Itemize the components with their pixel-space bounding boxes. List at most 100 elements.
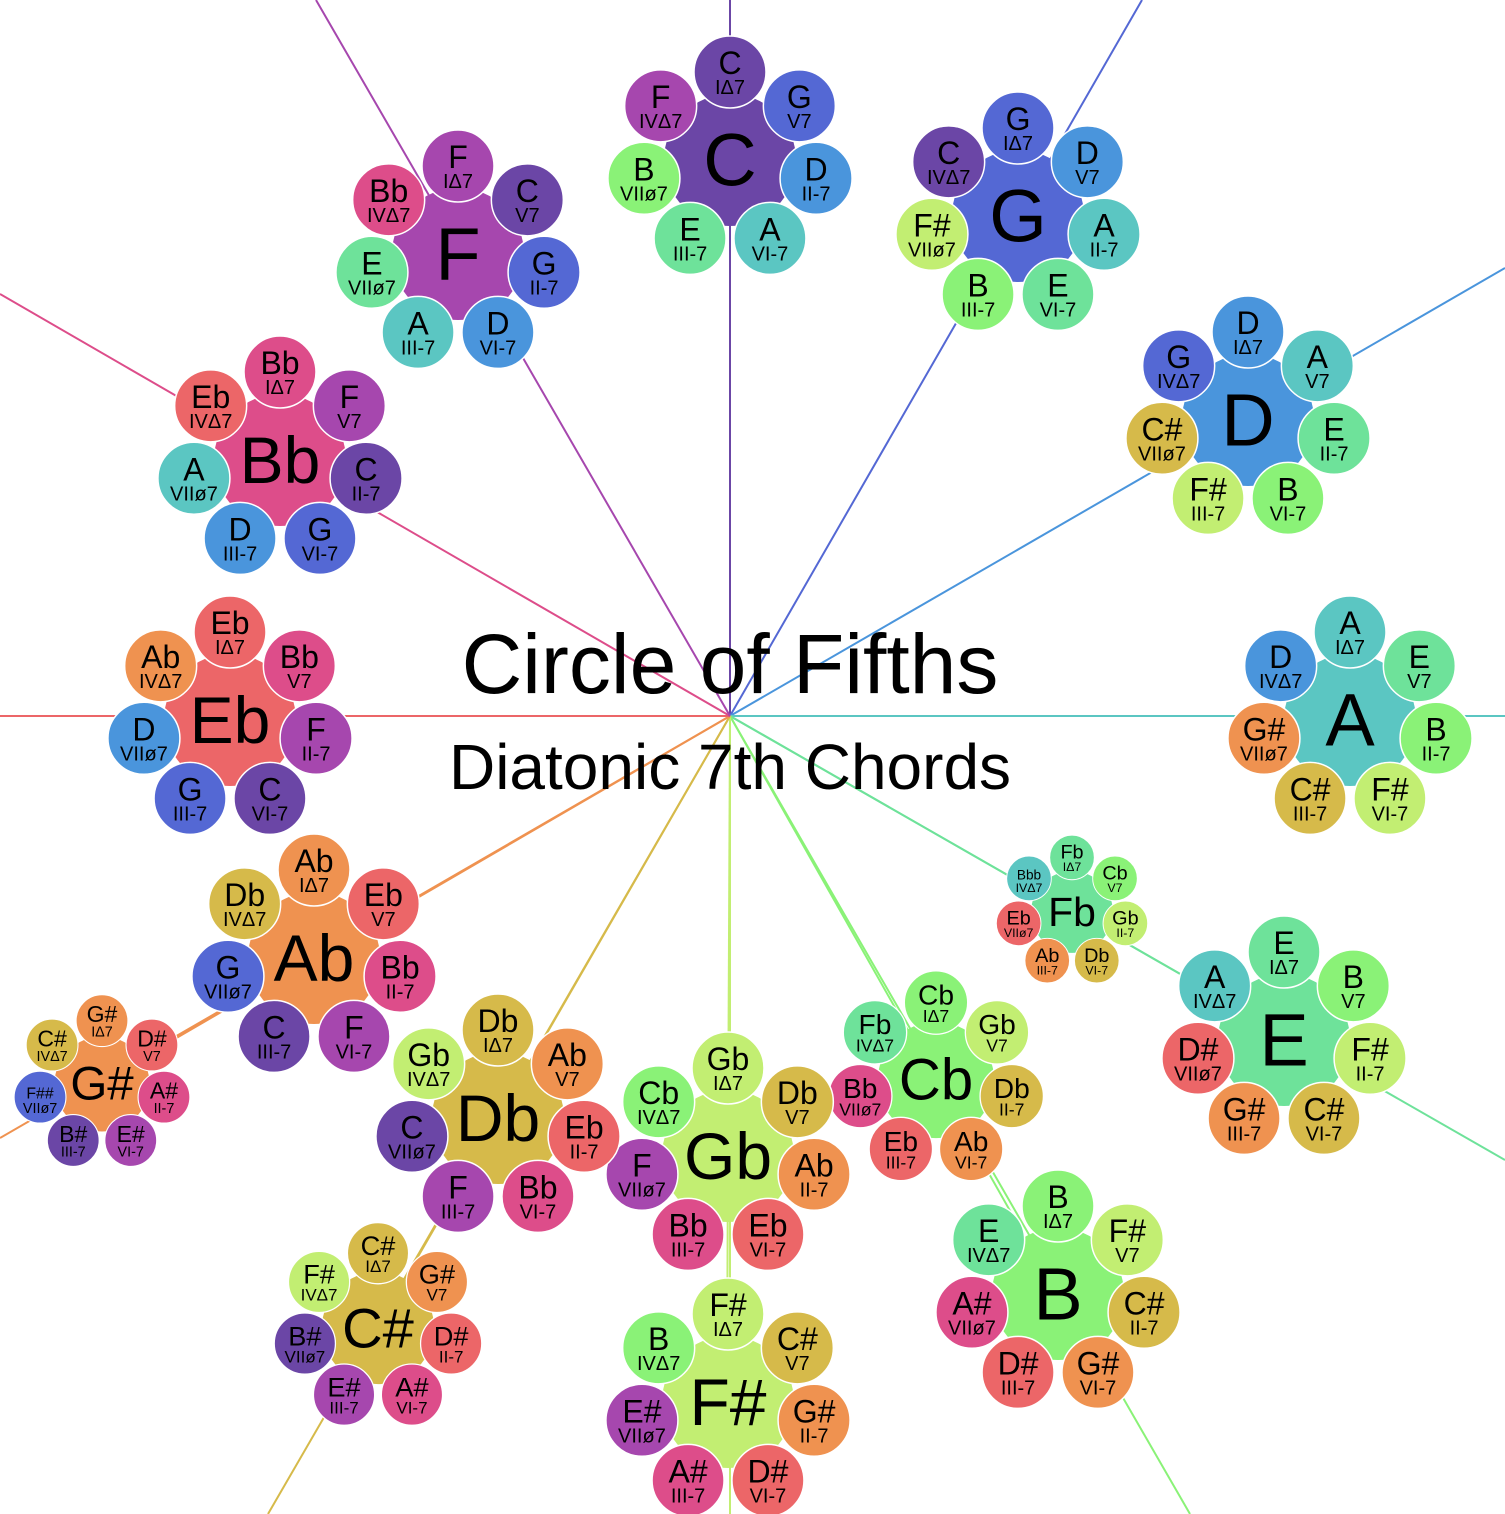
chord-roman-label: V7	[787, 111, 811, 133]
chord-roman-label: VIIø7	[204, 981, 252, 1003]
chord-circle	[203, 501, 277, 576]
chord-note-label: Eb	[1006, 908, 1030, 930]
chord-note-label: Cb	[638, 1075, 679, 1111]
chord-circle	[607, 141, 681, 216]
chord-note-label: C	[718, 45, 741, 81]
chord-note-label: A	[1093, 207, 1115, 243]
key-name-label: Bb	[240, 423, 321, 497]
chord-roman-label: IVΔ7	[1259, 671, 1302, 693]
chord-circle	[547, 1099, 621, 1174]
chord-note-label: C#	[1141, 411, 1182, 447]
chord-roman-label: IVΔ7	[139, 671, 182, 693]
chord-roman-label: IVΔ7	[927, 167, 970, 189]
chord-note-label: Eb	[191, 379, 230, 415]
chord-circle	[380, 1363, 444, 1426]
chord-circle	[317, 999, 391, 1074]
chord-note-label: A	[1204, 959, 1226, 995]
key-name-label: A	[1325, 679, 1375, 762]
chord-roman-label: II-7	[1116, 926, 1134, 940]
chord-roman-label: IΔ7	[443, 171, 473, 193]
chord-note-label: E	[1047, 267, 1068, 303]
chord-circle	[760, 1065, 835, 1139]
chord-roman-label: IVΔ7	[1016, 881, 1043, 895]
chord-circle	[1297, 401, 1371, 476]
chord-roman-label: III-7	[1037, 963, 1058, 977]
chord-note-label: Ab	[141, 639, 180, 675]
chord-circle	[1382, 629, 1457, 703]
chord-circle	[1313, 595, 1387, 669]
chord-circle	[279, 701, 353, 776]
chord-circle	[375, 1099, 449, 1174]
chord-note-label: C#	[361, 1230, 396, 1261]
chord-note-label: C	[400, 1109, 423, 1145]
chord-roman-label: IΔ7	[713, 1319, 743, 1341]
chord-circle	[1024, 937, 1071, 984]
chord-circle	[287, 1250, 351, 1314]
chord-roman-label: III-7	[257, 1041, 291, 1063]
key-name-label: Fb	[1048, 889, 1096, 935]
chord-circle	[731, 1443, 805, 1514]
chord-roman-label: IΔ7	[299, 875, 329, 897]
chord-circle	[507, 235, 581, 310]
chord-circle	[243, 335, 317, 409]
chord-note-label: G	[308, 511, 333, 547]
chord-circle	[1021, 257, 1095, 332]
chord-note-label: F	[448, 1169, 468, 1205]
chord-circle	[1273, 761, 1347, 836]
chord-roman-label: II-7	[386, 981, 415, 1003]
key-center-circle	[248, 892, 380, 1024]
chord-circle	[1161, 1021, 1235, 1096]
chord-roman-label: IVΔ7	[407, 1069, 450, 1091]
chord-note-label: D#	[1177, 1031, 1218, 1067]
chord-note-label: Gb	[707, 1041, 750, 1077]
chord-note-label: F#	[1351, 1031, 1389, 1067]
chord-roman-label: III-7	[223, 543, 257, 565]
chord-roman-label: II-7	[800, 1179, 829, 1201]
chord-roman-label: V7	[1407, 671, 1431, 693]
chord-note-label: Fb	[1060, 842, 1083, 864]
chord-note-label: F	[651, 79, 671, 115]
chord-roman-label: IΔ7	[1335, 637, 1365, 659]
chord-note-label: D	[1269, 639, 1292, 675]
chord-note-label: Eb	[748, 1207, 787, 1243]
chord-note-label: Bb	[280, 639, 319, 675]
chord-note-label: C	[262, 1009, 285, 1045]
chord-note-label: A	[407, 305, 429, 341]
chord-circle	[693, 35, 767, 109]
chord-circle	[1251, 461, 1325, 536]
chord-note-label: A	[1307, 339, 1329, 375]
chord-note-label: Bb	[260, 345, 299, 381]
chord-note-label: C#	[1303, 1091, 1344, 1127]
chord-note-label: Eb	[210, 605, 249, 641]
chord-roman-label: IΔ7	[715, 77, 745, 99]
chord-note-label: D#	[998, 1345, 1039, 1381]
chord-note-label: E	[1323, 411, 1344, 447]
spoke-line-g	[729, 0, 1143, 717]
chord-circle	[419, 1312, 483, 1375]
chord-roman-label: IΔ7	[1043, 1211, 1073, 1233]
chord-roman-label: VI-7	[1372, 803, 1409, 825]
spoke-line-g-flat	[726, 715, 731, 1333]
chord-circle	[461, 295, 535, 370]
chord-circle	[277, 833, 351, 907]
chord-circle	[312, 369, 387, 443]
chord-circle	[157, 441, 231, 516]
chord-circle	[733, 201, 807, 276]
key-center-circle	[321, 1271, 435, 1385]
chord-circle	[653, 201, 727, 276]
chord-roman-label: III-7	[1293, 803, 1327, 825]
chord-roman-label: IVΔ7	[637, 1107, 680, 1129]
chord-note-label: E#	[117, 1121, 145, 1147]
chord-roman-label: VI-7	[750, 1485, 787, 1507]
chord-roman-label: III-7	[329, 1398, 358, 1417]
chord-circle	[651, 1197, 725, 1272]
chord-roman-label: VIIø7	[388, 1141, 436, 1163]
chord-roman-label: IVΔ7	[967, 1245, 1010, 1267]
chord-roman-label: VI-7	[520, 1201, 557, 1223]
chord-roman-label: V7	[555, 1069, 579, 1091]
chord-roman-label: IVΔ7	[223, 909, 266, 931]
chord-note-label: E	[1409, 639, 1430, 675]
chord-circle	[312, 1363, 376, 1426]
